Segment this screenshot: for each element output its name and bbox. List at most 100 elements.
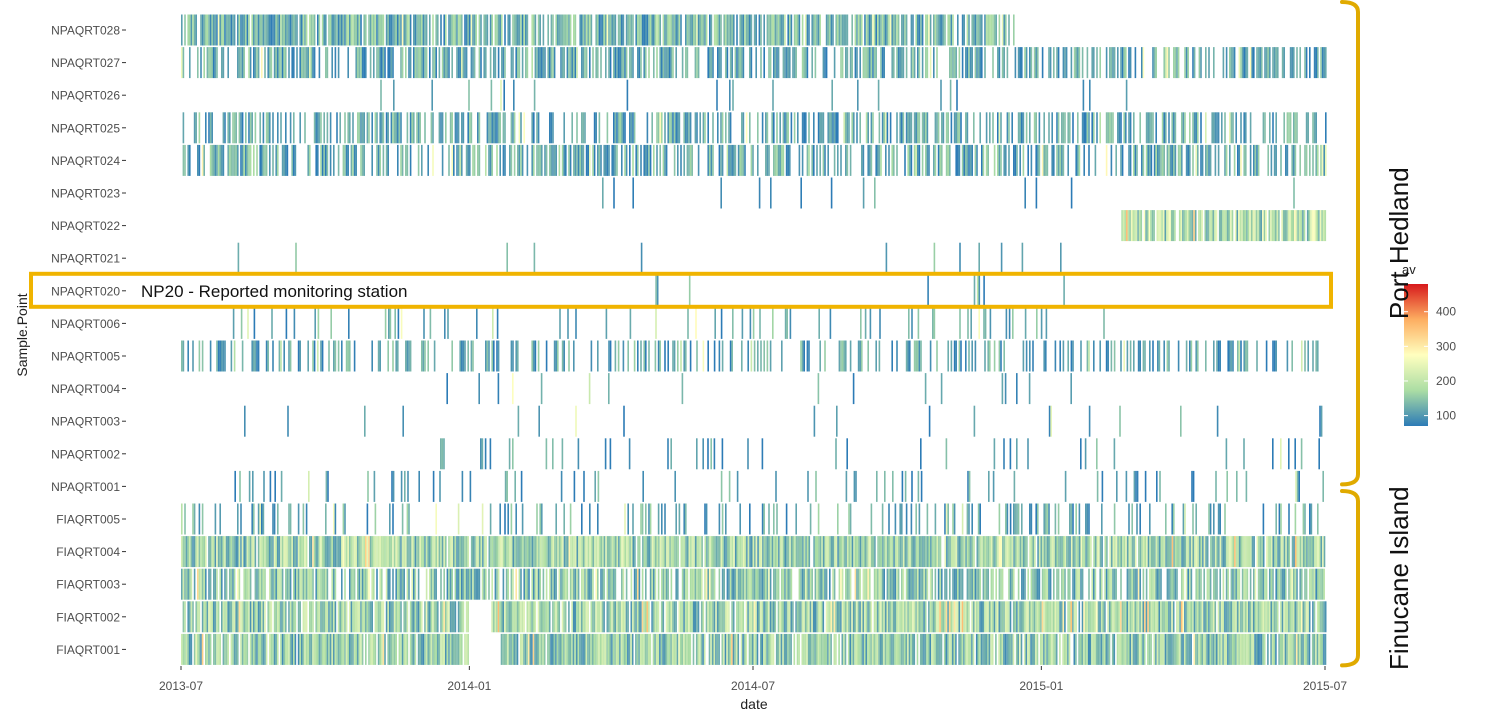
heatmap-cell	[1282, 601, 1284, 632]
heatmap-cell	[322, 601, 324, 632]
heatmap-cell	[578, 145, 580, 176]
heatmap-cell	[554, 536, 556, 567]
heatmap-cell	[1184, 47, 1186, 78]
heatmap-cell	[560, 47, 562, 78]
heatmap-cell	[504, 634, 506, 665]
heatmap-cell	[1320, 601, 1322, 632]
heatmap-cell	[360, 634, 362, 665]
heatmap-cell	[887, 536, 889, 567]
heatmap-cell	[821, 634, 823, 665]
heatmap-cell	[443, 438, 445, 469]
heatmap-cell	[863, 145, 865, 176]
heatmap-cell	[1067, 145, 1069, 176]
heatmap-cell	[869, 634, 871, 665]
heatmap-cell	[682, 47, 684, 78]
heatmap-cell	[506, 634, 508, 665]
heatmap-cell	[437, 15, 439, 46]
heatmap-cell	[1262, 210, 1264, 241]
heatmap-cell	[255, 112, 257, 143]
heatmap-cell	[189, 536, 191, 567]
heatmap-cell	[610, 569, 612, 600]
heatmap-cell	[184, 145, 186, 176]
heatmap-cell	[431, 601, 433, 632]
heatmap-cell	[807, 536, 809, 567]
heatmap-cell	[815, 47, 817, 78]
heatmap-cell	[722, 569, 724, 600]
heatmap-cell	[581, 634, 583, 665]
heatmap-cell	[690, 634, 692, 665]
heatmap-cell	[1008, 112, 1010, 143]
heatmap-cell	[493, 341, 495, 372]
heatmap-cell	[625, 536, 627, 567]
heatmap-cell	[555, 504, 557, 535]
heatmap-cell	[643, 601, 645, 632]
heatmap-cell	[1005, 504, 1007, 535]
heatmap-cell	[690, 341, 692, 372]
heatmap-cell	[768, 504, 770, 535]
heatmap-cell	[1267, 634, 1269, 665]
heatmap-cell	[719, 504, 721, 535]
heatmap-cell	[568, 601, 570, 632]
heatmap-cell	[608, 601, 610, 632]
heatmap-cell	[565, 569, 567, 600]
heatmap-cell	[720, 145, 722, 176]
heatmap-cell	[371, 601, 373, 632]
heatmap-cell	[829, 601, 831, 632]
heatmap-cell	[1206, 634, 1208, 665]
heatmap-cell	[778, 536, 780, 567]
heatmap-cell	[787, 569, 789, 600]
heatmap-cell	[847, 601, 849, 632]
heatmap-cell	[1021, 504, 1023, 535]
heatmap-cell	[552, 438, 554, 469]
heatmap-cell	[224, 536, 226, 567]
heatmap-cell	[374, 471, 376, 502]
heatmap-cell	[949, 15, 951, 46]
heatmap-cell	[245, 569, 247, 600]
heatmap-cell	[922, 601, 924, 632]
heatmap-cell	[440, 438, 442, 469]
heatmap-cell	[1088, 601, 1090, 632]
heatmap-cell	[304, 47, 306, 78]
heatmap-cell	[365, 47, 367, 78]
heatmap-cell	[290, 536, 292, 567]
heatmap-cell	[624, 634, 626, 665]
heatmap-cell	[832, 112, 834, 143]
heatmap-cell	[623, 601, 625, 632]
heatmap-cell	[207, 15, 209, 46]
heatmap-cell	[720, 178, 722, 209]
heatmap-cell	[860, 308, 862, 339]
heatmap-cell	[714, 536, 716, 567]
heatmap-cell	[309, 634, 311, 665]
heatmap-cell	[573, 47, 575, 78]
heatmap-cell	[597, 569, 599, 600]
heatmap-cell	[753, 536, 755, 567]
heatmap-cell	[704, 569, 706, 600]
heatmap-cell	[373, 536, 375, 567]
heatmap-cell	[934, 308, 936, 339]
heatmap-cell	[890, 15, 892, 46]
heatmap-cell	[786, 47, 788, 78]
heatmap-cell	[600, 569, 602, 600]
heatmap-cell	[783, 145, 785, 176]
heatmap-cell	[539, 504, 541, 535]
heatmap-cell	[909, 536, 911, 567]
heatmap-cell	[1322, 47, 1324, 78]
heatmap-cell	[722, 536, 724, 567]
heatmap-cell	[487, 341, 489, 372]
heatmap-cell	[746, 569, 748, 600]
heatmap-cell	[341, 536, 343, 567]
heatmap-cell	[749, 112, 751, 143]
heatmap-cell	[683, 601, 685, 632]
heatmap-cell	[1167, 145, 1169, 176]
heatmap-cell	[946, 601, 948, 632]
heatmap-cell	[881, 536, 883, 567]
heatmap-cell	[294, 308, 296, 339]
heatmap-cell	[459, 47, 461, 78]
heatmap-cell	[1109, 112, 1111, 143]
heatmap-cell	[1131, 504, 1133, 535]
heatmap-cell	[835, 601, 837, 632]
heatmap-row-fiaqrt001	[181, 634, 1326, 665]
heatmap-cell	[870, 308, 872, 339]
heatmap-cell	[773, 145, 775, 176]
heatmap-cell	[979, 47, 981, 78]
